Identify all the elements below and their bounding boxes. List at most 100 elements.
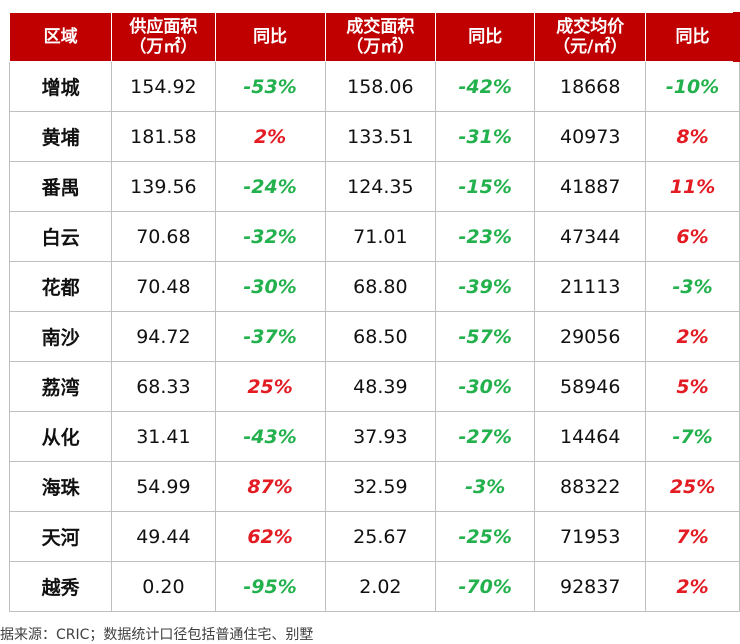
table-row: 从化 31.41 -43% 37.93 -27% 14464 -7% (8, 411, 740, 462)
table-row: 花都 70.48 -30% 68.80 -39% 21113 -3% (8, 261, 740, 312)
cell-deal-yoy: -25% (435, 511, 536, 562)
cell-deal-area: 25.67 (324, 511, 437, 562)
cell-price-yoy: -7% (645, 411, 740, 462)
table-row: 天河 49.44 62% 25.67 -25% 71953 7% (8, 511, 740, 562)
cell-deal-area: 71.01 (324, 211, 437, 262)
cell-supply-area: 70.48 (111, 261, 216, 312)
cell-price-yoy: -3% (645, 261, 740, 312)
cell-price-yoy: 11% (645, 161, 740, 212)
cell-supply-area: 139.56 (111, 161, 216, 212)
cell-price-yoy: -10% (645, 61, 740, 112)
cell-price-yoy: 2% (645, 561, 740, 612)
cell-region: 南沙 (8, 311, 113, 362)
cell-region: 海珠 (8, 461, 113, 512)
header-region: 区域 (8, 12, 113, 62)
cell-region: 增城 (8, 61, 113, 112)
cell-region: 花都 (8, 261, 113, 312)
cell-supply-yoy: 2% (214, 111, 326, 162)
cell-avg-price: 29056 (534, 311, 647, 362)
cell-deal-yoy: -70% (435, 561, 536, 612)
cell-supply-area: 94.72 (111, 311, 216, 362)
cell-deal-area: 68.80 (324, 261, 437, 312)
cell-supply-yoy: -95% (214, 561, 326, 612)
header-supply-yoy: 同比 (214, 12, 326, 62)
clipped-header-edge (733, 12, 740, 62)
cell-supply-yoy: 25% (214, 361, 326, 412)
cell-supply-yoy: -30% (214, 261, 326, 312)
table-row: 越秀 0.20 -95% 2.02 -70% 92837 2% (8, 561, 740, 612)
cell-avg-price: 92837 (534, 561, 647, 612)
cell-avg-price: 14464 (534, 411, 647, 462)
cell-region: 番禺 (8, 161, 113, 212)
cell-deal-yoy: -23% (435, 211, 536, 262)
header-supply-area: 供应面积 （万㎡） (111, 12, 216, 62)
cell-deal-yoy: -57% (435, 311, 536, 362)
table-row: 南沙 94.72 -37% 68.50 -57% 29056 2% (8, 311, 740, 362)
header-price-yoy: 同比 (645, 12, 740, 62)
cell-deal-yoy: -3% (435, 461, 536, 512)
cell-avg-price: 41887 (534, 161, 647, 212)
cell-region: 越秀 (8, 561, 113, 612)
cell-price-yoy: 8% (645, 111, 740, 162)
cell-region: 从化 (8, 411, 113, 462)
cell-supply-yoy: -53% (214, 61, 326, 112)
cell-deal-area: 124.35 (324, 161, 437, 212)
table-header-row: 区域 供应面积 （万㎡） 同比 成交面积 （万㎡） 同比 成交均价 （元/㎡） 同比 (8, 12, 740, 62)
cell-supply-area: 54.99 (111, 461, 216, 512)
cell-supply-yoy: -37% (214, 311, 326, 362)
cell-deal-area: 68.50 (324, 311, 437, 362)
cell-price-yoy: 7% (645, 511, 740, 562)
cell-supply-area: 181.58 (111, 111, 216, 162)
cell-supply-area: 49.44 (111, 511, 216, 562)
source-footnote: 据来源：CRIC；数据统计口径包括普通住宅、别墅 (0, 627, 314, 643)
cell-region: 白云 (8, 211, 113, 262)
cell-deal-yoy: -42% (435, 61, 536, 112)
header-avg-price: 成交均价 （元/㎡） (534, 12, 647, 62)
header-deal-area: 成交面积 （万㎡） (324, 12, 437, 62)
table-row: 海珠 54.99 87% 32.59 -3% 88322 25% (8, 461, 740, 512)
table-body: 增城 154.92 -53% 158.06 -42% 18668 -10% 黄埔 181.58 2… (8, 61, 740, 612)
table-row: 增城 154.92 -53% 158.06 -42% 18668 -10% (8, 61, 740, 112)
cell-deal-area: 37.93 (324, 411, 437, 462)
cell-deal-yoy: -31% (435, 111, 536, 162)
cell-supply-yoy: -32% (214, 211, 326, 262)
cell-avg-price: 71953 (534, 511, 647, 562)
cell-price-yoy: 25% (645, 461, 740, 512)
cell-deal-yoy: -27% (435, 411, 536, 462)
header-deal-yoy: 同比 (435, 12, 536, 62)
cell-region: 天河 (8, 511, 113, 562)
table-row: 荔湾 68.33 25% 48.39 -30% 58946 5% (8, 361, 740, 412)
table-row: 黄埔 181.58 2% 133.51 -31% 40973 8% (8, 111, 740, 162)
cell-avg-price: 18668 (534, 61, 647, 112)
cell-supply-area: 31.41 (111, 411, 216, 462)
cell-supply-yoy: 62% (214, 511, 326, 562)
cell-supply-yoy: -43% (214, 411, 326, 462)
cell-price-yoy: 6% (645, 211, 740, 262)
cell-deal-area: 133.51 (324, 111, 437, 162)
cell-deal-yoy: -30% (435, 361, 536, 412)
cell-supply-yoy: -24% (214, 161, 326, 212)
cell-supply-area: 68.33 (111, 361, 216, 412)
cell-deal-area: 48.39 (324, 361, 437, 412)
district-housing-table: 区域 供应面积 （万㎡） 同比 成交面积 （万㎡） 同比 成交均价 （元/㎡） 同比 … (8, 12, 740, 612)
cell-avg-price: 47344 (534, 211, 647, 262)
cell-deal-area: 158.06 (324, 61, 437, 112)
cell-price-yoy: 2% (645, 311, 740, 362)
cell-region: 荔湾 (8, 361, 113, 412)
cell-supply-area: 70.68 (111, 211, 216, 262)
cell-price-yoy: 5% (645, 361, 740, 412)
cell-region: 黄埔 (8, 111, 113, 162)
cell-deal-yoy: -39% (435, 261, 536, 312)
table-row: 番禺 139.56 -24% 124.35 -15% 41887 11% (8, 161, 740, 212)
cell-avg-price: 58946 (534, 361, 647, 412)
cell-deal-area: 32.59 (324, 461, 437, 512)
cell-supply-area: 154.92 (111, 61, 216, 112)
cell-supply-yoy: 87% (214, 461, 326, 512)
cell-deal-area: 2.02 (324, 561, 437, 612)
cell-avg-price: 88322 (534, 461, 647, 512)
cell-supply-area: 0.20 (111, 561, 216, 612)
table-row: 白云 70.68 -32% 71.01 -23% 47344 6% (8, 211, 740, 262)
cell-avg-price: 21113 (534, 261, 647, 312)
cell-avg-price: 40973 (534, 111, 647, 162)
cell-deal-yoy: -15% (435, 161, 536, 212)
